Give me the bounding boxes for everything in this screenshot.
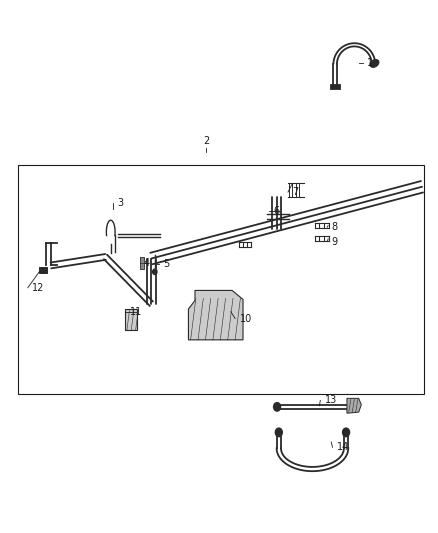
Polygon shape <box>188 290 243 340</box>
Text: 1: 1 <box>367 59 374 68</box>
Bar <box>39 266 47 273</box>
Polygon shape <box>347 398 361 413</box>
Circle shape <box>276 428 283 437</box>
Text: 8: 8 <box>332 222 338 232</box>
Text: 12: 12 <box>32 283 45 293</box>
Bar <box>140 257 144 269</box>
Circle shape <box>152 269 157 274</box>
Circle shape <box>343 428 350 437</box>
Text: 5: 5 <box>163 260 170 269</box>
Text: 10: 10 <box>240 313 252 324</box>
Text: 7: 7 <box>292 187 299 197</box>
Text: 6: 6 <box>274 206 280 216</box>
Text: 11: 11 <box>130 306 142 317</box>
Text: 14: 14 <box>337 442 349 452</box>
Polygon shape <box>125 309 137 330</box>
Text: 4: 4 <box>144 258 150 268</box>
Text: 3: 3 <box>118 198 124 208</box>
Text: 2: 2 <box>203 136 209 147</box>
Circle shape <box>274 402 281 411</box>
Bar <box>330 84 339 90</box>
Text: 13: 13 <box>325 395 337 406</box>
Ellipse shape <box>370 59 379 68</box>
Bar <box>18 165 424 394</box>
Text: 9: 9 <box>332 237 338 247</box>
